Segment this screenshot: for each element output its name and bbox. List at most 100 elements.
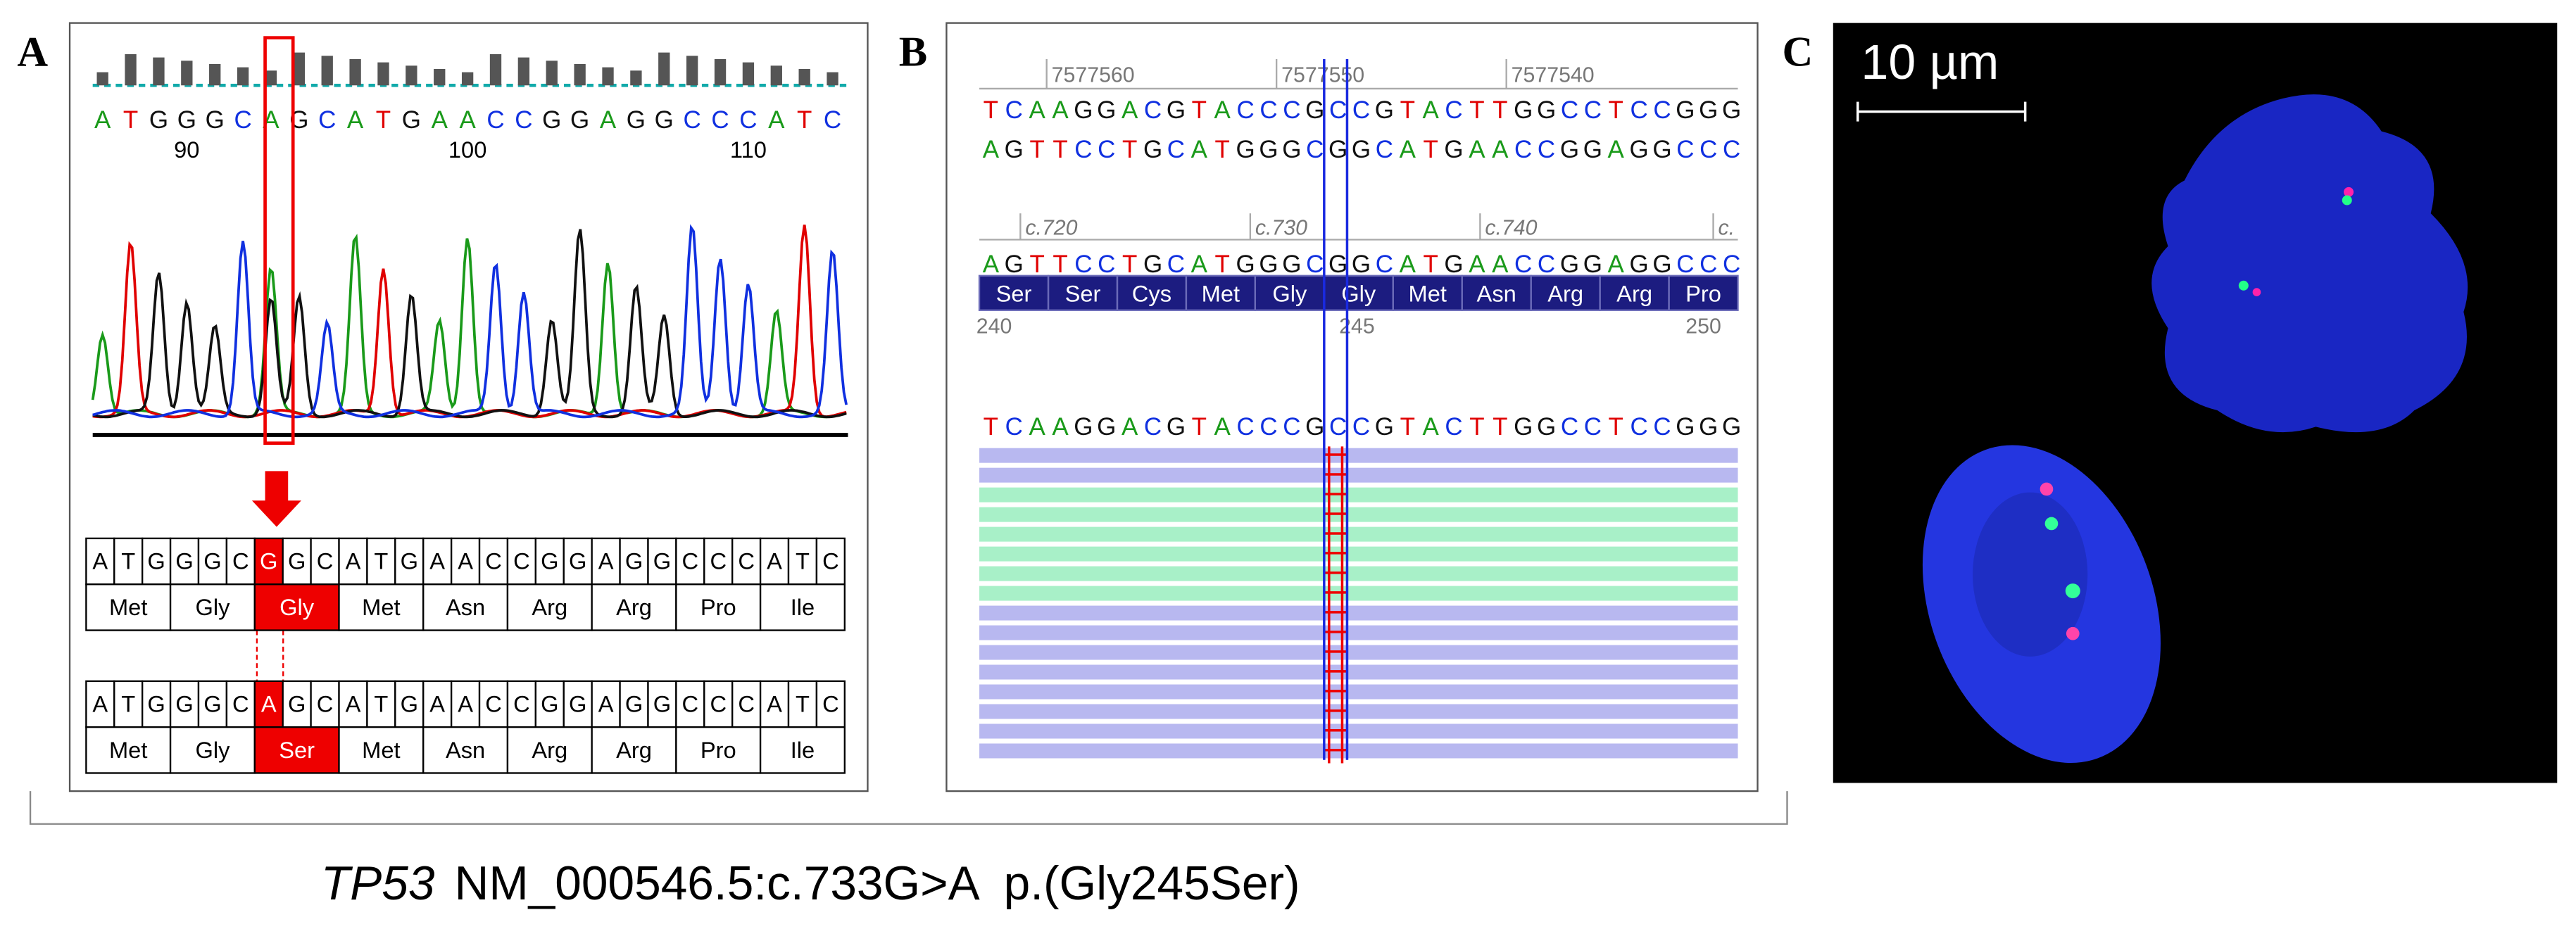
position: 90 — [174, 137, 199, 163]
base: A — [598, 548, 614, 574]
base: G — [653, 690, 671, 716]
amino-acid: Ser — [996, 280, 1032, 306]
base: G — [569, 690, 586, 716]
quality-bar — [574, 63, 586, 86]
base-cell — [225, 680, 256, 728]
base: T — [796, 690, 810, 716]
trace — [92, 224, 848, 419]
quality-bar — [237, 67, 249, 86]
arrow — [251, 471, 301, 527]
quality-bar — [517, 57, 530, 86]
base: G — [147, 548, 165, 574]
cdna-position: c. — [1719, 216, 1735, 239]
read — [979, 605, 1738, 621]
base: G — [401, 690, 418, 716]
amino-acid: Ser — [279, 737, 315, 763]
signal — [2044, 517, 2059, 531]
quality-bar — [265, 70, 277, 86]
base-cell — [675, 680, 705, 728]
signal — [2066, 626, 2080, 640]
quality-bar — [770, 65, 782, 86]
amino-acid: Gly — [279, 594, 315, 620]
base: C — [738, 548, 755, 574]
amino-acid: Arg — [532, 594, 567, 620]
cdna-position: c.730 — [1255, 216, 1307, 239]
signal — [2252, 288, 2261, 296]
aa-cell — [422, 583, 509, 631]
position: 100 — [448, 137, 486, 163]
amino-acid: Gly — [1272, 280, 1307, 306]
quality-bar — [658, 52, 670, 86]
aa-cell — [338, 726, 425, 774]
amino-acid: Met — [362, 737, 400, 763]
aa-cell — [85, 726, 172, 774]
signal — [2342, 195, 2352, 206]
read — [979, 526, 1738, 542]
quality-bar — [827, 72, 838, 86]
base: G — [260, 548, 277, 574]
quality-bar — [742, 62, 755, 86]
amino-acid: Met — [362, 594, 400, 620]
codon-position: 250 — [1685, 315, 1721, 338]
base-cell — [647, 680, 677, 728]
read — [979, 625, 1738, 640]
quality-bar — [96, 72, 108, 86]
trace — [92, 229, 847, 419]
gene: TP53 — [321, 857, 435, 910]
quality-bar — [630, 70, 642, 86]
base: C — [232, 690, 249, 716]
quality-bar — [714, 58, 727, 86]
genomic-position: 7577560 — [1052, 64, 1135, 87]
metaphase — [2151, 94, 2468, 433]
base-cell — [394, 680, 425, 728]
base: A — [767, 690, 782, 716]
base: A — [261, 690, 277, 716]
base: C — [317, 548, 334, 574]
quality-bar — [125, 53, 137, 86]
base-cell — [422, 537, 453, 586]
quality-bar — [798, 68, 810, 86]
base: G — [625, 548, 643, 574]
base-cell — [563, 680, 593, 728]
amino-acid: Met — [1409, 280, 1447, 306]
aa-cell — [591, 726, 677, 774]
signal — [2344, 187, 2354, 197]
base: C — [710, 548, 727, 574]
base: A — [346, 690, 361, 716]
quality-bar — [489, 53, 502, 86]
panel-label: B — [899, 28, 927, 75]
read — [979, 586, 1738, 601]
base: C — [822, 548, 839, 574]
amino-acid: Arg — [1547, 280, 1583, 306]
base: A — [429, 690, 445, 716]
base-cell — [253, 680, 284, 728]
read — [979, 664, 1738, 680]
amino-acid: Met — [109, 737, 147, 763]
quality-bar — [293, 52, 306, 86]
base: T — [796, 548, 810, 574]
base: G — [203, 690, 221, 716]
base: C — [317, 690, 334, 716]
base-cell — [169, 680, 200, 728]
base-cell — [534, 680, 565, 728]
base: T — [121, 690, 135, 716]
variant: NM_000546.5:c.733G>A p.(Gly245Ser) — [454, 857, 1300, 910]
base: C — [485, 548, 502, 574]
cdna-position: c.740 — [1485, 216, 1537, 239]
aa-cell — [759, 583, 846, 631]
base: A — [429, 548, 445, 574]
base: T — [374, 548, 388, 574]
scale-label: 10 µm — [1861, 34, 1999, 89]
amino-acid: Asn — [446, 737, 485, 763]
quality-bar — [546, 61, 558, 86]
base: C — [513, 548, 530, 574]
quality-bar — [349, 58, 361, 86]
base: A — [92, 690, 108, 716]
base-cell — [282, 680, 312, 728]
base: G — [625, 690, 643, 716]
aa-cell — [169, 726, 256, 774]
quality-bar — [461, 72, 474, 86]
